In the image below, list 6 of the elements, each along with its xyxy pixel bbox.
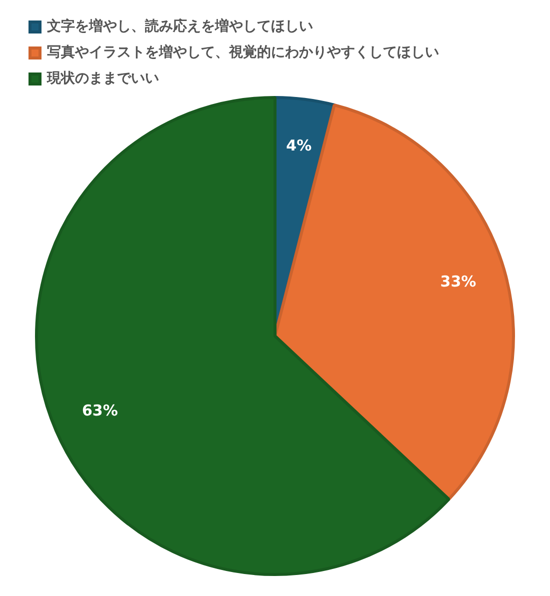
data-label: 4% [286,136,312,155]
data-label: 63% [82,402,118,420]
legend-label: 現状のままでいい [46,70,159,87]
data-label: 33% [440,272,476,291]
legend-label: 文字を増やし、読み応えを増やしてほしい [46,18,313,35]
legend-label: 写真やイラストを増やして、視覚的にわかりやすくしてほしい [47,44,439,61]
